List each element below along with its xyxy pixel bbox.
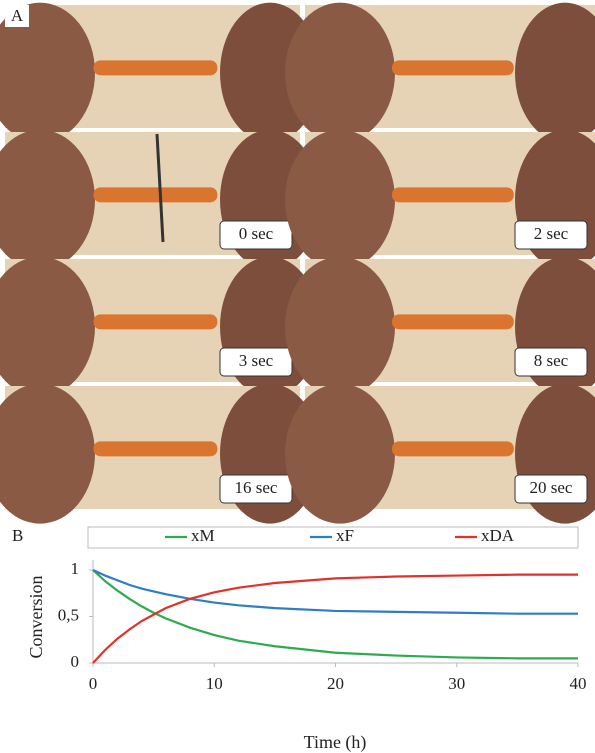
photo: 8 sec	[285, 257, 595, 397]
x-tick-label: 0	[89, 674, 98, 693]
x-tick-label: 30	[448, 674, 465, 693]
hand	[285, 257, 395, 397]
x-tick-label: 40	[570, 674, 587, 693]
y-tick-label: 0,5	[58, 605, 79, 624]
photo: 2 sec	[285, 130, 595, 270]
time-label: 20 sec	[530, 478, 573, 497]
time-label: 3 sec	[239, 351, 274, 370]
gel-strip	[94, 60, 218, 75]
time-label: 16 sec	[235, 478, 278, 497]
photo	[0, 3, 320, 143]
photo	[285, 3, 595, 143]
panel-label: B	[12, 526, 23, 545]
gel-strip	[392, 187, 514, 202]
photo-panel: 0 sec 2 sec 3 sec 8 sec 16 sec 20 sec	[0, 3, 595, 524]
gel-strip	[392, 314, 514, 329]
gel-strip	[94, 441, 218, 456]
photo: 16 sec	[0, 384, 320, 524]
photo: 0 sec	[0, 130, 320, 270]
y-tick-label: 0	[71, 652, 80, 671]
hand	[285, 130, 395, 270]
time-label: 0 sec	[239, 224, 274, 243]
y-tick-label: 1	[71, 559, 80, 578]
time-label: 2 sec	[534, 224, 569, 243]
x-axis-title: Time (h)	[304, 732, 367, 753]
gel-strip	[94, 314, 218, 329]
photo: 3 sec	[0, 257, 320, 397]
x-tick-label: 10	[206, 674, 223, 693]
legend-label: xDA	[481, 526, 515, 545]
hand	[285, 384, 395, 524]
figure: 0 sec 2 sec 3 sec 8 sec 16 sec 20 sec A B Con…	[0, 0, 595, 753]
time-label: 8 sec	[534, 351, 569, 370]
legend-label: xM	[191, 526, 215, 545]
hand	[285, 3, 395, 143]
photo: 20 sec	[285, 384, 595, 524]
x-tick-label: 20	[327, 674, 344, 693]
panel-label: A	[11, 6, 24, 25]
gel-strip	[94, 187, 218, 202]
gel-strip	[392, 60, 514, 75]
gel-strip	[392, 441, 514, 456]
y-axis-title: Conversion	[26, 576, 46, 659]
legend-label: xF	[336, 526, 354, 545]
